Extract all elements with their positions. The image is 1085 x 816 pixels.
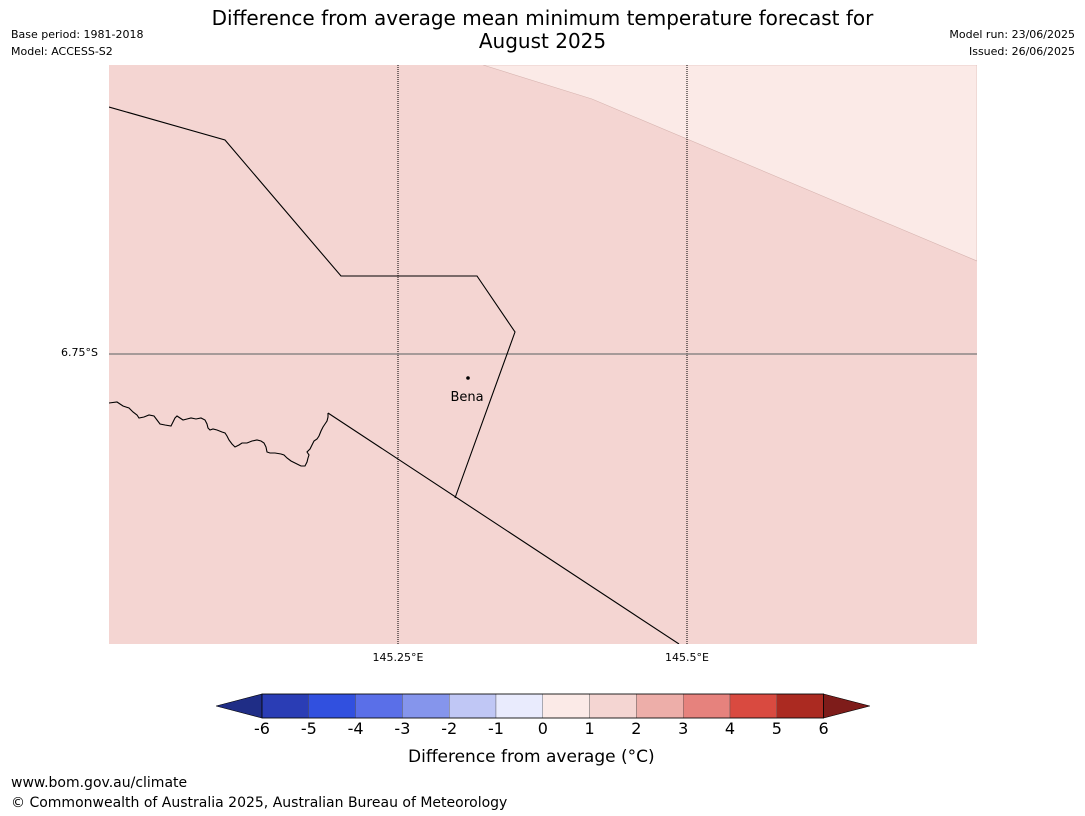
meta-left: Base period: 1981-2018 Model: ACCESS-S2 — [11, 26, 143, 60]
footer-copyright: © Commonwealth of Australia 2025, Austra… — [11, 795, 508, 811]
place-label-bena: Bena — [450, 390, 483, 405]
colorbar-tick-label: 3 — [678, 719, 689, 738]
colorbar-arrow-high — [823, 693, 871, 719]
colorbar-tick-label: -1 — [488, 719, 504, 738]
colorbar-tick-label: 1 — [584, 719, 595, 738]
colorbar-segment — [308, 693, 356, 719]
colorbar-tick-label: 0 — [537, 719, 548, 738]
colorbar-tick-label: -3 — [394, 719, 411, 738]
colorbar-arrow-low — [214, 693, 263, 719]
colorbar-segment — [589, 693, 637, 719]
colorbar-label: Difference from average (°C) — [408, 747, 655, 767]
anomaly-region-0-to-1 — [482, 65, 977, 262]
colorbar-segment — [261, 693, 309, 719]
colorbar-tick-label: -6 — [254, 719, 270, 738]
map-area: Bena — [109, 65, 977, 644]
colorbar-segment — [402, 693, 450, 719]
model-name: Model: ACCESS-S2 — [11, 45, 113, 58]
colorbar-segment — [776, 693, 824, 719]
title-line-2: August 2025 — [478, 29, 607, 53]
province-boundary-south — [327, 412, 680, 644]
model-run: Model run: 23/06/2025 — [949, 28, 1075, 41]
bena-marker — [466, 376, 470, 380]
base-period: Base period: 1981-2018 — [11, 28, 144, 41]
footer-url: www.bom.gov.au/climate — [11, 775, 188, 791]
colorbar-tick-label: 4 — [724, 719, 736, 738]
colorbar-tick-label: -2 — [441, 719, 458, 738]
colorbar-tick-label: -5 — [300, 719, 317, 738]
colorbar-graphic — [214, 693, 871, 719]
lon-label-2: 145.5°E — [665, 651, 709, 664]
issued-date: Issued: 26/06/2025 — [968, 45, 1075, 58]
colorbar-tick-label: 2 — [631, 719, 642, 738]
title-line-1: Difference from average mean minimum tem… — [211, 6, 874, 30]
meta-right: Model run: 23/06/2025 Issued: 26/06/2025 — [949, 26, 1075, 60]
colorbar-segment — [729, 693, 777, 719]
colorbar-segment — [448, 693, 497, 719]
colorbar-segment — [495, 693, 543, 719]
lon-label-1: 145.25°E — [372, 651, 424, 664]
colorbar-segment — [355, 693, 403, 719]
colorbar-tick-label: 6 — [818, 719, 829, 738]
colorbar — [214, 692, 871, 724]
colorbar-segment — [636, 693, 684, 719]
map-canvas: Bena — [109, 65, 977, 644]
colorbar-outline — [261, 693, 824, 719]
river-boundary — [109, 401, 329, 467]
colorbar-tick-label: 5 — [771, 719, 782, 738]
province-boundary — [109, 106, 516, 499]
colorbar-segment — [542, 693, 590, 719]
colorbar-segment — [683, 693, 731, 719]
lat-label: 6.75°S — [61, 346, 98, 359]
colorbar-tick-label: -4 — [347, 719, 364, 738]
map-title: Difference from average mean minimum tem… — [150, 7, 935, 53]
